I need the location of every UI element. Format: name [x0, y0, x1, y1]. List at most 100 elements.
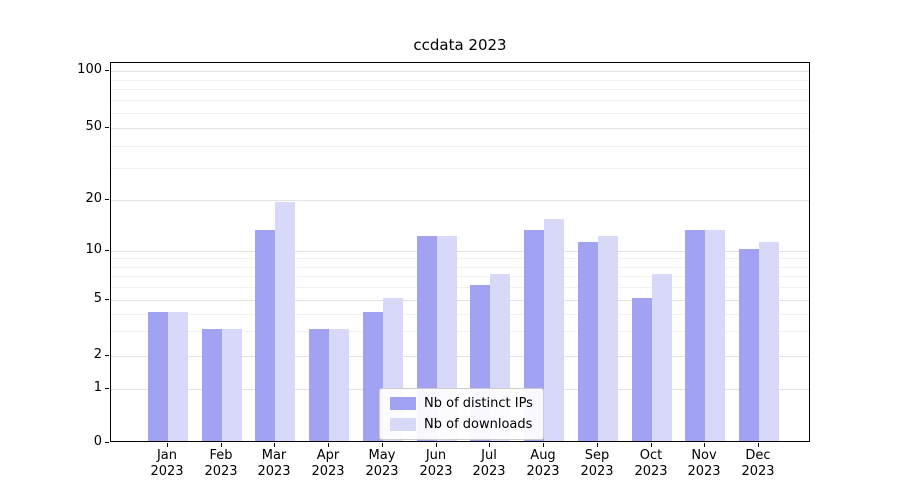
plot-area [110, 62, 810, 442]
x-tick-label: Apr 2023 [298, 448, 358, 480]
y-tick-mark [105, 388, 109, 389]
x-tick-label-line: Apr [316, 448, 340, 463]
legend-swatch-downloads [390, 418, 416, 431]
x-tick-mark [597, 443, 598, 447]
minor-gridline [111, 314, 809, 315]
x-tick-label-line: 2023 [634, 464, 668, 479]
x-tick-label: Jul 2023 [459, 448, 519, 480]
y-tick-label: 2 [93, 347, 102, 362]
y-tick-label: 50 [85, 119, 102, 134]
x-tick-label: Mar 2023 [244, 448, 304, 480]
y-tick-label: 100 [77, 62, 102, 77]
major-gridline [111, 128, 809, 129]
bar-ips-may [363, 312, 383, 441]
minor-gridline [111, 258, 809, 259]
x-tick-label-line: 2023 [257, 464, 291, 479]
x-tick-mark [489, 443, 490, 447]
x-tick-label: May 2023 [352, 448, 412, 480]
bar-ips-dec [739, 249, 759, 441]
legend-item-distinct-ips: Nb of distinct IPs [390, 396, 533, 411]
x-tick-mark [436, 443, 437, 447]
bar-downloads-oct [652, 274, 672, 441]
minor-gridline [111, 168, 809, 169]
x-tick-label: Feb 2023 [191, 448, 251, 480]
x-tick-label-line: 2023 [687, 464, 721, 479]
x-tick-mark [651, 443, 652, 447]
bar-downloads-mar [275, 202, 295, 441]
bar-ips-oct [632, 298, 652, 441]
y-tick-label: 5 [93, 291, 102, 306]
y-tick-mark [105, 299, 109, 300]
x-tick-mark [543, 443, 544, 447]
major-gridline [111, 71, 809, 72]
x-tick-label-line: Dec [745, 448, 771, 463]
x-tick-mark [382, 443, 383, 447]
x-tick-label-line: 2023 [741, 464, 775, 479]
x-tick-mark [328, 443, 329, 447]
minor-gridline [111, 113, 809, 114]
y-tick-mark [105, 250, 109, 251]
x-tick-label-line: Oct [639, 448, 663, 463]
y-tick-mark [105, 355, 109, 356]
x-tick-label-line: Sep [584, 448, 610, 463]
x-tick-label: Aug 2023 [513, 448, 573, 480]
x-tick-label-line: Aug [530, 448, 556, 463]
bar-ips-feb [202, 329, 222, 441]
legend-item-downloads: Nb of downloads [390, 417, 533, 432]
minor-gridline [111, 276, 809, 277]
y-tick-mark [105, 70, 109, 71]
y-tick-label: 0 [93, 434, 102, 449]
bar-downloads-nov [705, 230, 725, 441]
legend: Nb of distinct IPs Nb of downloads [379, 388, 544, 440]
x-tick-label-line: 2023 [526, 464, 560, 479]
bar-downloads-feb [222, 329, 242, 441]
legend-label-distinct-ips: Nb of distinct IPs [424, 396, 533, 411]
minor-gridline [111, 331, 809, 332]
x-tick-label-line: 2023 [365, 464, 399, 479]
x-tick-mark [704, 443, 705, 447]
x-tick-mark [274, 443, 275, 447]
major-gridline [111, 200, 809, 201]
bar-downloads-apr [329, 329, 349, 441]
major-gridline [111, 356, 809, 357]
bar-ips-sep [578, 242, 598, 441]
x-tick-mark [167, 443, 168, 447]
x-tick-label-line: 2023 [150, 464, 184, 479]
x-tick-label-line: Mar [261, 448, 287, 463]
minor-gridline [111, 146, 809, 147]
y-tick-label: 1 [93, 380, 102, 395]
minor-gridline [111, 267, 809, 268]
x-tick-label-line: 2023 [204, 464, 238, 479]
x-tick-label-line: 2023 [580, 464, 614, 479]
x-tick-label: Jan 2023 [137, 448, 197, 480]
x-tick-label-line: 2023 [419, 464, 453, 479]
y-tick-label: 10 [85, 242, 102, 257]
y-tick-mark [105, 442, 109, 443]
x-tick-label-line: Jan [156, 448, 178, 463]
x-tick-label: Dec 2023 [728, 448, 788, 480]
x-tick-label: Jun 2023 [406, 448, 466, 480]
bar-downloads-dec [759, 242, 779, 441]
bar-downloads-jan [168, 312, 188, 441]
minor-gridline [111, 100, 809, 101]
major-gridline [111, 300, 809, 301]
legend-swatch-distinct-ips [390, 397, 416, 410]
minor-gridline [111, 80, 809, 81]
x-tick-label: Oct 2023 [621, 448, 681, 480]
legend-label-downloads: Nb of downloads [424, 417, 533, 432]
x-tick-label-line: 2023 [311, 464, 345, 479]
x-tick-label-line: 2023 [472, 464, 506, 479]
x-tick-label: Nov 2023 [674, 448, 734, 480]
y-tick-mark [105, 127, 109, 128]
x-tick-label-line: May [368, 448, 396, 463]
y-tick-label: 20 [85, 191, 102, 206]
x-tick-label-line: Feb [209, 448, 233, 463]
x-tick-mark [758, 443, 759, 447]
y-tick-mark [105, 199, 109, 200]
bar-ips-nov [685, 230, 705, 441]
x-tick-mark [221, 443, 222, 447]
x-tick-label-line: Nov [691, 448, 717, 463]
bar-ips-mar [255, 230, 275, 441]
x-tick-label: Sep 2023 [567, 448, 627, 480]
